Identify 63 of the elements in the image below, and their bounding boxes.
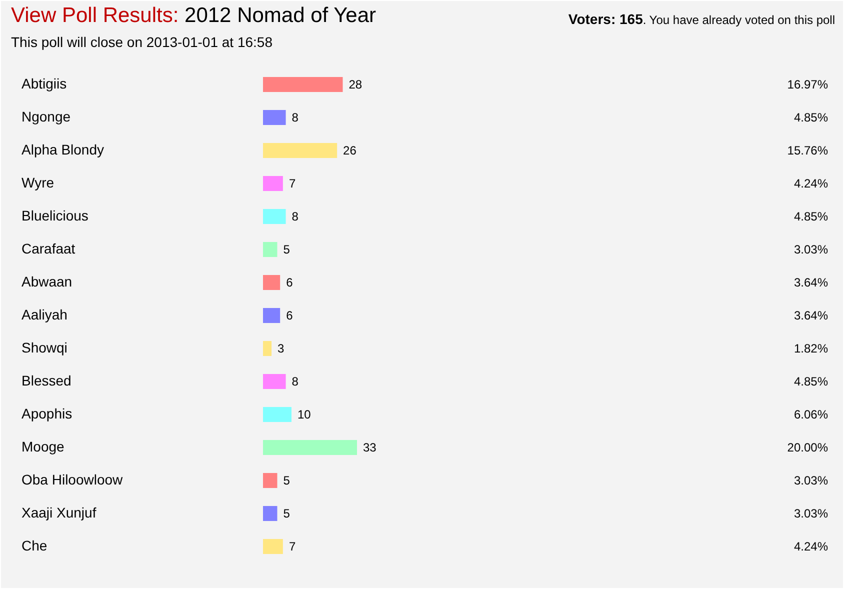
bar	[263, 308, 280, 323]
data-label: 7	[288, 176, 296, 190]
text: 16.97%	[787, 78, 828, 92]
bar	[263, 374, 286, 389]
bar	[263, 473, 278, 488]
data-label: 5	[283, 242, 290, 256]
text: 3.64%	[794, 308, 828, 322]
y-tick-label: Oba Hiloowloow	[22, 472, 124, 488]
text: Voters: 165. You have already voted on this poll	[568, 11, 835, 27]
bar	[263, 341, 272, 356]
text: This poll will close on 2013-01-01 at 16:58	[11, 34, 272, 51]
bar	[263, 77, 343, 92]
y-tick-label: Abtigiis	[22, 76, 67, 92]
y-tick-label: Mooge	[22, 438, 65, 454]
data-label: 28	[348, 78, 362, 92]
data-label: 26	[343, 144, 357, 158]
data-label: 10	[297, 408, 312, 422]
y-tick-label: Carafaat	[22, 240, 76, 256]
text: 20.00%	[787, 440, 828, 454]
bar	[263, 539, 283, 554]
y-tick-label: Ngonge	[22, 108, 71, 124]
text: 4.24%	[794, 540, 828, 554]
chart-title: View Poll Results: 2012 Nomad of Year	[11, 4, 376, 27]
data-label: 8	[292, 374, 299, 388]
bar	[263, 143, 338, 158]
data-label: 5	[283, 474, 290, 488]
data-label: 3	[278, 342, 285, 356]
text: 3.03%	[794, 474, 828, 488]
bar	[263, 275, 280, 290]
data-label: 6	[286, 276, 294, 290]
y-tick-label: Che	[22, 538, 48, 554]
data-label: 8	[292, 210, 299, 224]
text: 4.24%	[794, 176, 828, 190]
y-tick-label: Showqi	[22, 340, 68, 356]
bar	[263, 506, 278, 521]
y-tick-label: Xaaji Xunjuf	[22, 504, 96, 520]
text: 1.82%	[794, 342, 828, 356]
y-tick-label: Apophis	[22, 406, 72, 422]
text: 4.85%	[794, 110, 828, 124]
bar	[263, 440, 357, 455]
data-label: 7	[288, 540, 296, 554]
bar	[263, 242, 278, 257]
data-label: 8	[292, 110, 299, 124]
text: 3.03%	[794, 506, 828, 520]
bar	[263, 176, 283, 191]
bar	[263, 209, 286, 224]
text: 3.64%	[794, 276, 828, 290]
text: 4.85%	[794, 374, 828, 388]
y-tick-label: Abwaan	[22, 274, 72, 290]
y-tick-label: Alpha Blondy	[22, 142, 104, 158]
y-tick-label: Bluelicious	[22, 208, 88, 224]
y-tick-label: Wyre	[22, 174, 54, 190]
text: 15.76%	[787, 144, 828, 158]
y-tick-label: Aaliyah	[22, 306, 68, 322]
text: 4.85%	[794, 210, 828, 224]
bar	[263, 110, 286, 125]
text: 6.06%	[794, 408, 828, 422]
data-label: 6	[286, 308, 294, 322]
text: 3.03%	[794, 242, 828, 256]
y-tick-label: Blessed	[22, 372, 72, 388]
bar	[263, 407, 292, 422]
data-label: 5	[283, 506, 290, 520]
data-label: 33	[363, 440, 377, 454]
